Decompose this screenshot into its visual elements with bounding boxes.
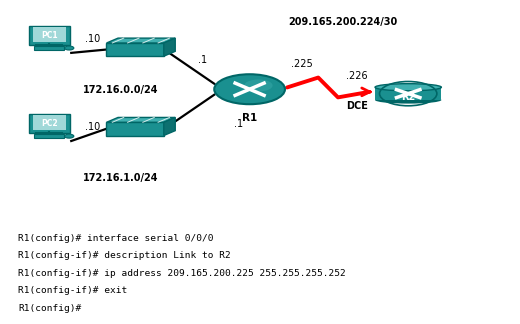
Text: R1(config-if)# exit: R1(config-if)# exit	[18, 286, 127, 295]
Circle shape	[64, 134, 74, 138]
Text: .226: .226	[346, 71, 368, 81]
Polygon shape	[107, 38, 175, 43]
FancyBboxPatch shape	[106, 122, 164, 136]
Circle shape	[244, 79, 272, 91]
Text: R1(config-if)# ip address 209.165.200.225 255.255.255.252: R1(config-if)# ip address 209.165.200.22…	[18, 269, 346, 278]
Ellipse shape	[375, 97, 441, 104]
FancyBboxPatch shape	[106, 43, 164, 56]
FancyBboxPatch shape	[32, 27, 67, 42]
Text: R1(config)#: R1(config)#	[18, 304, 81, 313]
Text: .1: .1	[198, 55, 207, 65]
Polygon shape	[164, 38, 175, 56]
FancyBboxPatch shape	[29, 114, 70, 133]
Text: .1: .1	[234, 119, 243, 129]
FancyBboxPatch shape	[375, 87, 441, 100]
Circle shape	[64, 46, 74, 50]
Text: .10: .10	[85, 122, 100, 132]
Text: 172.16.0.0/24: 172.16.0.0/24	[83, 85, 159, 95]
Ellipse shape	[375, 84, 441, 91]
Text: DCE: DCE	[346, 101, 368, 111]
Text: 172.16.1.0/24: 172.16.1.0/24	[83, 173, 159, 183]
Text: PC1: PC1	[41, 31, 58, 40]
Polygon shape	[107, 117, 175, 122]
FancyBboxPatch shape	[5, 222, 515, 319]
Text: R1: R1	[242, 113, 257, 123]
FancyBboxPatch shape	[34, 134, 64, 138]
Polygon shape	[164, 117, 175, 135]
Text: PC2: PC2	[41, 119, 58, 128]
Text: 209.165.200.224/30: 209.165.200.224/30	[289, 17, 398, 27]
FancyBboxPatch shape	[32, 115, 67, 130]
Text: R2: R2	[401, 92, 415, 102]
Text: .10: .10	[85, 34, 100, 44]
Text: .225: .225	[291, 59, 313, 69]
Text: R1(config)# interface serial 0/0/0: R1(config)# interface serial 0/0/0	[18, 234, 213, 243]
Text: R1(config-if)# description Link to R2: R1(config-if)# description Link to R2	[18, 251, 231, 260]
FancyBboxPatch shape	[29, 26, 70, 44]
Circle shape	[214, 74, 285, 104]
FancyBboxPatch shape	[34, 46, 64, 50]
